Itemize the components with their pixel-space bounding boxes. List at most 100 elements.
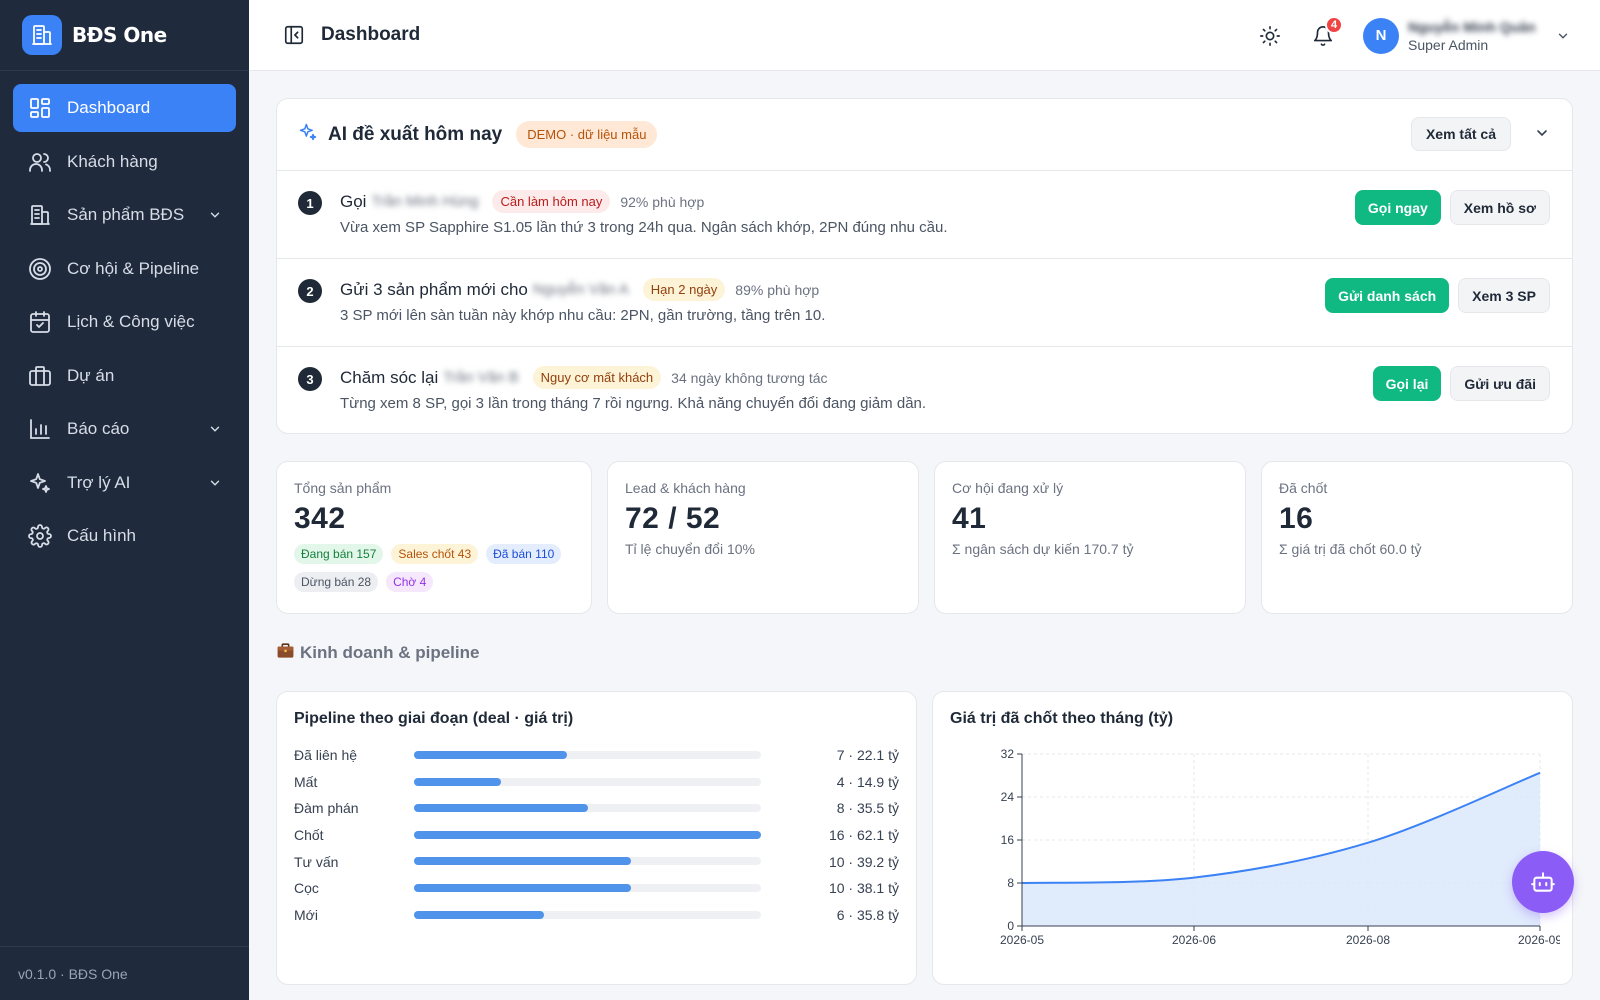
- view-profile-button[interactable]: Xem hồ sơ: [1449, 190, 1550, 225]
- stats-row: Tổng sản phẩm 342 Đang bán 157 Sales chốt…: [276, 461, 1573, 614]
- chevron-down-icon: [1558, 33, 1568, 39]
- sidebar-item-projects[interactable]: Dự án: [13, 352, 236, 400]
- customer-name[interactable]: Nguyễn Văn A: [532, 281, 629, 298]
- user-name: Nguyễn Minh Quân: [1408, 18, 1536, 35]
- suggestion-action: Gọi: [340, 191, 367, 211]
- panel-left-icon: [284, 25, 304, 45]
- stat-card-closed[interactable]: Đã chốt 16 Σ giá trị đã chốt 60.0 tỷ: [1261, 461, 1573, 614]
- x-tick-label: 2026-08: [1346, 933, 1390, 947]
- main-content: AI đề xuất hôm nay DEMO · dữ liệu mẫu Xe…: [276, 98, 1573, 985]
- pipeline-stage-value: 10 · 39.2 tỷ: [828, 853, 899, 870]
- pipeline-bar-track: [414, 804, 761, 813]
- pipeline-bar-track: [414, 910, 761, 919]
- pipeline-bar-track: [414, 830, 761, 839]
- sidebar-item-ai-assistant[interactable]: Trợ lý AI: [13, 459, 236, 507]
- notifications-button[interactable]: 4: [1305, 15, 1343, 54]
- pipeline-row[interactable]: Chốt 16 · 62.1 tỷ: [294, 822, 899, 849]
- stat-label: Tổng sản phẩm: [294, 480, 392, 496]
- send-list-button[interactable]: Gửi danh sách: [1325, 278, 1450, 313]
- suggestion-item: 3 Chăm sóc lại Trần Văn B Nguy cơ mất kh…: [277, 347, 1572, 435]
- pipeline-stage-value: 4 · 14.9 tỷ: [836, 773, 899, 790]
- see-all-button[interactable]: Xem tất cả: [1410, 117, 1511, 151]
- pipeline-bars: Đã liên hệ 7 · 22.1 tỷ Mất 4 · 14.9 tỷ Đàm p…: [294, 742, 899, 928]
- customer-name[interactable]: Trần Văn B: [443, 369, 519, 386]
- status-pill[interactable]: Đã bán 110: [486, 544, 562, 564]
- section-title: Kinh doanh & pipeline: [276, 641, 1573, 665]
- pipeline-row[interactable]: Đã liên hệ 7 · 22.1 tỷ: [294, 742, 899, 769]
- sidebar-item-label: Trợ lý AI: [67, 472, 131, 492]
- match-score: 92% phù hợp: [620, 193, 705, 210]
- view-products-button[interactable]: Xem 3 SP: [1458, 278, 1550, 313]
- stat-card-leads[interactable]: Lead & khách hàng 72 / 52 Tỉ lệ chuyển đ…: [607, 461, 919, 614]
- pipeline-row[interactable]: Đàm phán 8 · 35.5 tỷ: [294, 795, 899, 822]
- sidebar-nav: Dashboard Khách hàng Sản phẩm BĐS Cơ hội…: [0, 71, 249, 560]
- priority-tag: Cần làm hôm nay: [492, 190, 611, 213]
- chevron-down-icon: [208, 475, 222, 495]
- product-status-pills: Đang bán 157 Sales chốt 43 Đã bán 110 Dừng …: [294, 544, 574, 592]
- sidebar-toggle-button[interactable]: [283, 24, 305, 46]
- brand[interactable]: BĐS One: [0, 0, 249, 71]
- stat-card-opportunities[interactable]: Cơ hội đang xử lý 41 Σ ngân sách dự kiến…: [934, 461, 1246, 614]
- page-title: Dashboard: [321, 24, 421, 45]
- status-pill[interactable]: Chờ 4: [386, 572, 434, 592]
- sidebar-item-products[interactable]: Sản phẩm BĐS: [13, 191, 236, 239]
- pipeline-title: Pipeline theo giai đoạn (deal · giá trị): [294, 710, 574, 727]
- gear-icon: [27, 523, 53, 549]
- pipeline-stage-label: Cọc: [294, 880, 319, 897]
- match-score: 89% phù hợp: [735, 281, 820, 298]
- target-icon: [27, 256, 53, 282]
- pipeline-row[interactable]: Mới 6 · 35.8 tỷ: [294, 902, 899, 929]
- pipeline-bar: [414, 910, 545, 919]
- pipeline-bar: [414, 777, 501, 786]
- pipeline-bar-track: [414, 857, 761, 866]
- call-back-button[interactable]: Gọi lại: [1372, 366, 1442, 401]
- series-area: [1022, 772, 1540, 926]
- x-tick-label: 2026-05: [1000, 933, 1044, 947]
- customer-name[interactable]: Trần Minh Hùng: [371, 193, 479, 210]
- ai-suggestions-card: AI đề xuất hôm nay DEMO · dữ liệu mẫu Xe…: [276, 98, 1573, 434]
- suggestion-item: 2 Gửi 3 sản phẩm mới cho Nguyễn Văn A Hạ…: [277, 259, 1572, 347]
- sidebar-item-settings[interactable]: Cấu hình: [13, 512, 236, 560]
- pipeline-row[interactable]: Mất 4 · 14.9 tỷ: [294, 769, 899, 796]
- sidebar-item-pipeline[interactable]: Cơ hội & Pipeline: [13, 245, 236, 293]
- building-icon: [27, 202, 53, 228]
- suggestion-description: Từng xem 8 SP, gọi 3 lần trong tháng 7 r…: [340, 395, 927, 412]
- send-offer-button[interactable]: Gửi ưu đãi: [1450, 366, 1550, 401]
- sidebar-item-label: Lịch & Công việc: [67, 312, 195, 331]
- x-tick-label: 2026-09: [1518, 933, 1560, 947]
- chevron-down-icon[interactable]: [1534, 125, 1550, 146]
- sidebar-item-calendar[interactable]: Lịch & Công việc: [13, 298, 236, 346]
- sparkles-icon: [27, 470, 53, 496]
- stat-card-products[interactable]: Tổng sản phẩm 342 Đang bán 157 Sales chốt…: [276, 461, 592, 614]
- stat-value: 16: [1279, 502, 1314, 535]
- closed-value-area-chart: 0 8 16 24 32 2026-05 2026-06 2026-08 2026-09: [1000, 747, 1560, 947]
- stat-label: Lead & khách hàng: [625, 480, 746, 496]
- pipeline-stage-label: Tư vấn: [294, 853, 339, 870]
- avatar: N: [1363, 17, 1399, 54]
- sparkles-icon: [298, 122, 318, 147]
- call-now-button[interactable]: Gọi ngay: [1354, 190, 1441, 225]
- pipeline-row[interactable]: Tư vấn 10 · 39.2 tỷ: [294, 848, 899, 875]
- ai-chat-button[interactable]: [1512, 851, 1574, 913]
- bot-icon: [1531, 872, 1555, 892]
- stat-value: 41: [952, 502, 987, 535]
- charts-row: Pipeline theo giai đoạn (deal · giá trị)…: [276, 691, 1573, 985]
- sidebar-item-label: Dashboard: [67, 98, 151, 117]
- brand-name: BĐS One: [72, 23, 167, 47]
- sidebar-item-customers[interactable]: Khách hàng: [13, 138, 236, 186]
- stat-subtext: Σ ngân sách dự kiến 170.7 tỷ: [952, 541, 1134, 557]
- building-logo-icon: [22, 15, 62, 55]
- inactivity-note: 34 ngày không tương tác: [671, 369, 828, 386]
- status-pill[interactable]: Đang bán 157: [294, 544, 384, 564]
- user-menu[interactable]: N Nguyễn Minh Quân Super Admin: [1363, 17, 1570, 54]
- theme-toggle-button[interactable]: [1252, 18, 1288, 54]
- topbar-actions: 4 N Nguyễn Minh Quân Super Admin: [1252, 0, 1600, 71]
- status-pill[interactable]: Sales chốt 43: [391, 544, 479, 564]
- status-pill[interactable]: Dừng bán 28: [294, 572, 379, 592]
- sidebar-item-dashboard[interactable]: Dashboard: [13, 84, 236, 132]
- section-title-text: Kinh doanh & pipeline: [300, 643, 480, 662]
- y-tick-label: 8: [1007, 876, 1014, 890]
- pipeline-stage-label: Đã liên hệ: [294, 747, 358, 764]
- sidebar-item-reports[interactable]: Báo cáo: [13, 405, 236, 453]
- pipeline-row[interactable]: Cọc 10 · 38.1 tỷ: [294, 875, 899, 902]
